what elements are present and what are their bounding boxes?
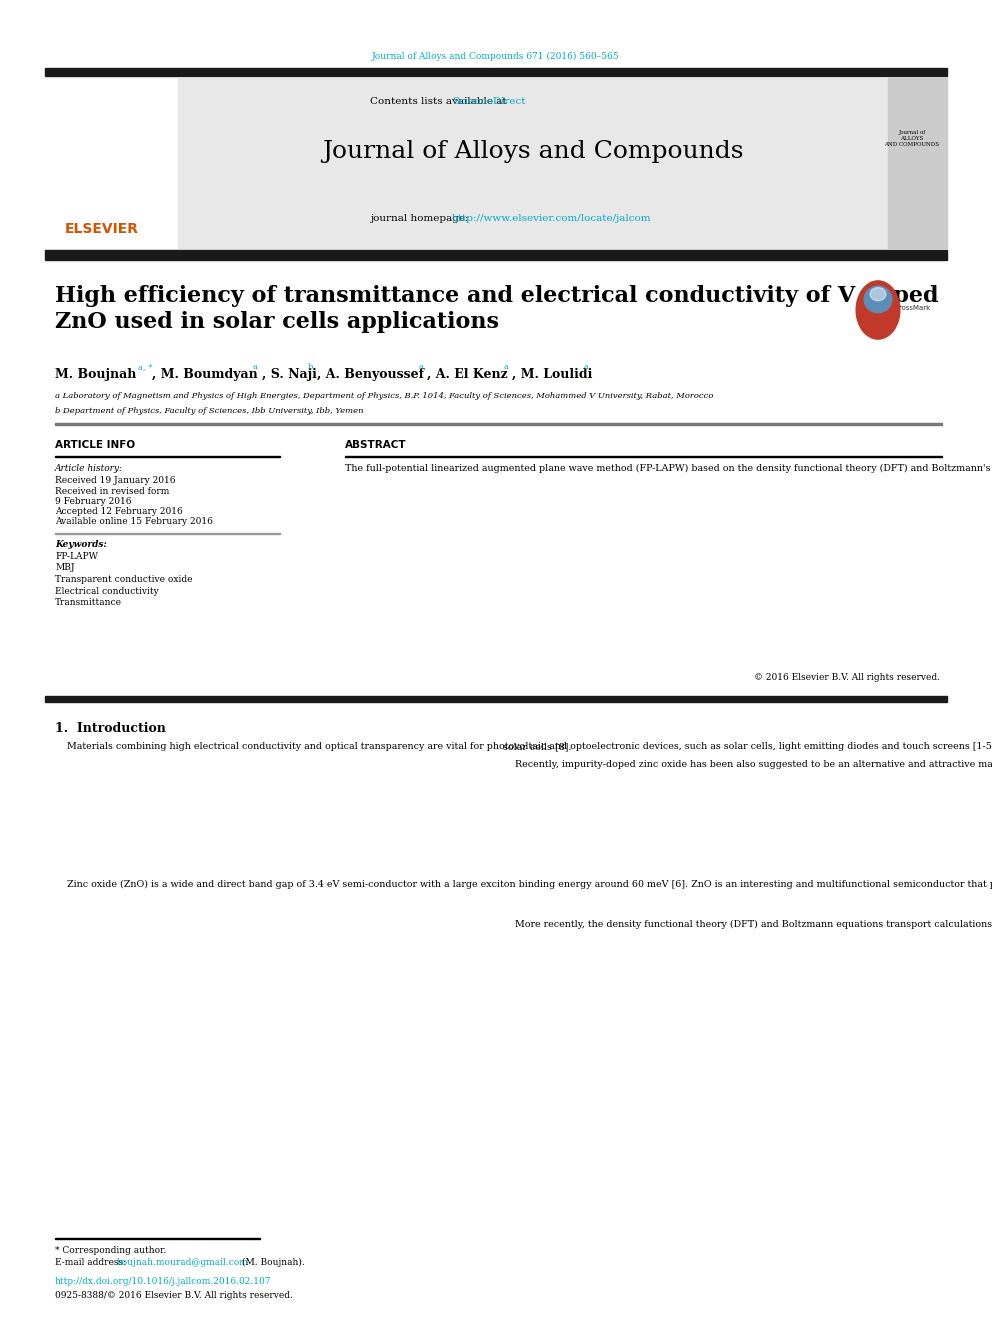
Text: ELSEVIER: ELSEVIER [65,222,139,235]
Text: b Department of Physics, Faculty of Sciences, Ibb University, Ibb, Yemen: b Department of Physics, Faculty of Scie… [55,407,363,415]
Text: , A. El Kenz: , A. El Kenz [427,368,508,381]
Text: Materials combining high electrical conductivity and optical transparency are vi: Materials combining high electrical cond… [55,742,992,751]
Text: MBJ: MBJ [55,564,74,573]
Text: Journal of
ALLOYS
AND COMPOUNDS: Journal of ALLOYS AND COMPOUNDS [885,130,939,147]
Text: Article history:: Article history: [55,464,123,474]
Text: Zinc oxide (ZnO) is a wide and direct band gap of 3.4 eV semi-conductor with a l: Zinc oxide (ZnO) is a wide and direct ba… [55,880,992,889]
Text: a, *: a, * [138,363,153,370]
Bar [45,250,947,261]
Text: , M. Loulidi: , M. Loulidi [512,368,592,381]
Text: b: b [308,363,313,370]
Text: Keywords:: Keywords: [55,540,107,549]
Text: © 2016 Elsevier B.V. All rights reserved.: © 2016 Elsevier B.V. All rights reserved… [754,673,940,681]
Text: ABSTRACT: ABSTRACT [345,441,407,450]
Text: , S. Naji: , S. Naji [262,368,316,381]
Text: a: a [504,363,509,370]
Bar [45,67,947,75]
Text: Contents lists available at: Contents lists available at [370,97,510,106]
Ellipse shape [870,287,886,300]
Text: Recently, impurity-doped zinc oxide has been also suggested to be an alternative: Recently, impurity-doped zinc oxide has … [503,759,992,769]
Text: M. Boujnah: M. Boujnah [55,368,136,381]
Bar [888,78,947,247]
Text: Journal of Alloys and Compounds: Journal of Alloys and Compounds [322,140,744,163]
Text: Received 19 January 2016: Received 19 January 2016 [55,476,176,486]
Text: E-mail address:: E-mail address: [55,1258,129,1267]
Text: a: a [419,363,424,370]
Text: 1.  Introduction: 1. Introduction [55,722,166,736]
Text: Transparent conductive oxide: Transparent conductive oxide [55,576,192,583]
Text: boujnah.mourad@gmail.com: boujnah.mourad@gmail.com [117,1258,249,1267]
Text: solar cells [8].: solar cells [8]. [503,742,571,751]
Text: Electrical conductivity: Electrical conductivity [55,586,159,595]
Text: Received in revised form: Received in revised form [55,487,170,496]
Text: ScienceDirect: ScienceDirect [452,97,526,106]
Text: 9 February 2016: 9 February 2016 [55,497,132,505]
Bar [45,696,947,703]
Text: (M. Boujnah).: (M. Boujnah). [239,1258,305,1267]
Text: High efficiency of transmittance and electrical conductivity of V doped
ZnO used: High efficiency of transmittance and ele… [55,284,938,333]
Text: a: a [584,363,589,370]
Text: FP-LAPW: FP-LAPW [55,552,98,561]
Text: http://www.elsevier.com/locate/jalcom: http://www.elsevier.com/locate/jalcom [452,214,652,224]
Text: * Corresponding author.: * Corresponding author. [55,1246,167,1256]
Text: , M. Boumdyan: , M. Boumdyan [152,368,258,381]
Text: Accepted 12 February 2016: Accepted 12 February 2016 [55,507,183,516]
Text: Transmittance: Transmittance [55,598,122,607]
Ellipse shape [864,286,892,312]
Text: Available online 15 February 2016: Available online 15 February 2016 [55,517,213,527]
Text: journal homepage:: journal homepage: [370,214,472,224]
Text: a Laboratory of Magnetism and Physics of High Energies, Department of Physics, B: a Laboratory of Magnetism and Physics of… [55,392,713,400]
Text: CrossMark: CrossMark [895,306,931,311]
Text: , A. Benyoussef: , A. Benyoussef [317,368,424,381]
Text: Journal of Alloys and Compounds 671 (2016) 560–565: Journal of Alloys and Compounds 671 (201… [372,52,620,61]
Text: http://dx.doi.org/10.1016/j.jallcom.2016.02.107: http://dx.doi.org/10.1016/j.jallcom.2016… [55,1277,272,1286]
Text: More recently, the density functional theory (DFT) and Boltzmann equations trans: More recently, the density functional th… [503,919,992,929]
Bar [178,78,888,247]
Text: a: a [253,363,258,370]
Bar [55,423,942,425]
Circle shape [856,280,900,339]
Text: 0925-8388/© 2016 Elsevier B.V. All rights reserved.: 0925-8388/© 2016 Elsevier B.V. All right… [55,1291,293,1301]
Text: ARTICLE INFO: ARTICLE INFO [55,441,135,450]
Text: The full-potential linearized augmented plane wave method (FP-LAPW) based on the: The full-potential linearized augmented … [345,464,992,474]
